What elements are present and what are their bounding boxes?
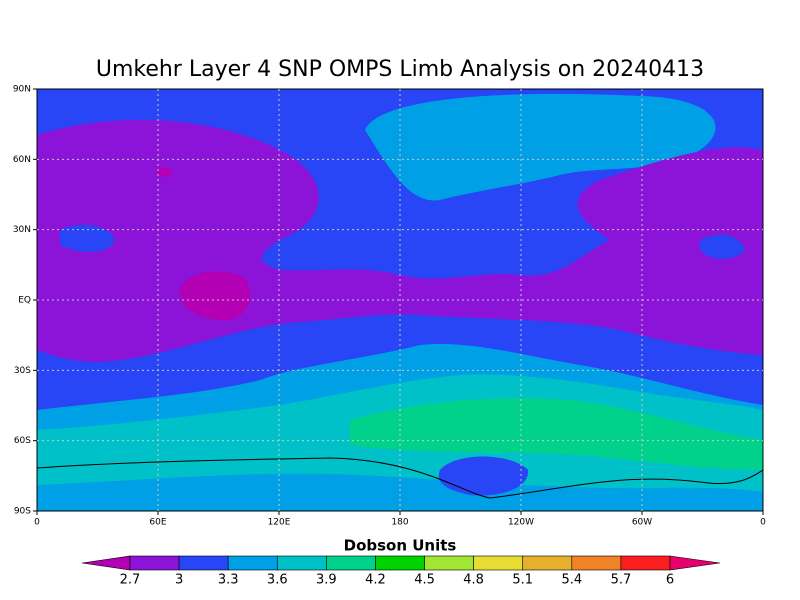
y-tick-label: 60S <box>14 436 31 446</box>
colorbar-segment <box>375 555 425 571</box>
colorbar-tick-label: 5.1 <box>512 573 533 588</box>
colorbar-segment <box>473 555 524 571</box>
y-tick-label: 30S <box>14 366 31 376</box>
colorbar-tick-label: 4.8 <box>463 573 484 588</box>
colorbar-tick-label: 5.4 <box>561 573 582 588</box>
colorbar-tick-label: 2.7 <box>120 573 141 588</box>
colorbar-low-triangle <box>81 555 131 571</box>
colorbar-segment <box>522 555 573 571</box>
field-region <box>37 473 763 511</box>
colorbar-tick-label: 3.6 <box>267 573 288 588</box>
colorbar-segment <box>227 555 278 571</box>
field-region <box>179 271 250 321</box>
x-tick-label: 60W <box>632 518 652 528</box>
colorbar-label: Dobson Units <box>344 537 457 555</box>
x-tick-label: 0 <box>34 518 40 528</box>
field-region <box>700 234 745 259</box>
x-tick-label: 180 <box>391 518 408 528</box>
colorbar-segment <box>129 555 180 571</box>
y-tick-label: 90S <box>14 507 31 517</box>
colorbar-tick-label: 4.2 <box>365 573 386 588</box>
field-region <box>350 398 763 470</box>
x-tick-label: 0 <box>760 518 766 528</box>
y-tick-label: 60N <box>13 155 31 165</box>
colorbar-segment <box>326 555 376 571</box>
field-region <box>365 93 716 201</box>
colorbar-segment <box>178 555 229 571</box>
coastline <box>37 457 763 499</box>
colorbar-tick-label: 6 <box>666 573 674 588</box>
field-region <box>155 167 172 178</box>
x-tick-label: 120W <box>508 518 534 528</box>
colorbar-segment <box>620 555 671 571</box>
y-tick-label: EQ <box>18 296 31 306</box>
x-tick-label: 120E <box>268 518 291 528</box>
colorbar-high-triangle <box>669 555 721 571</box>
y-tick-label: 90N <box>13 85 31 95</box>
y-tick-label: 30N <box>13 225 31 235</box>
colorbar-tick-label: 4.5 <box>414 573 435 588</box>
colorbar-segment <box>276 555 327 571</box>
colorbar-segment <box>424 555 474 571</box>
field-region <box>60 224 115 252</box>
colorbar-tick-label: 3 <box>175 573 183 588</box>
colorbar-tick-label: 3.9 <box>316 573 337 588</box>
x-tick-label: 60E <box>149 518 166 528</box>
colorbar-segment <box>571 555 622 571</box>
colorbar-tick-label: 3.3 <box>218 573 239 588</box>
field-region <box>438 456 529 496</box>
colorbar-tick-label: 5.7 <box>611 573 632 588</box>
map-title: Umkehr Layer 4 SNP OMPS Limb Analysis on… <box>96 57 704 82</box>
